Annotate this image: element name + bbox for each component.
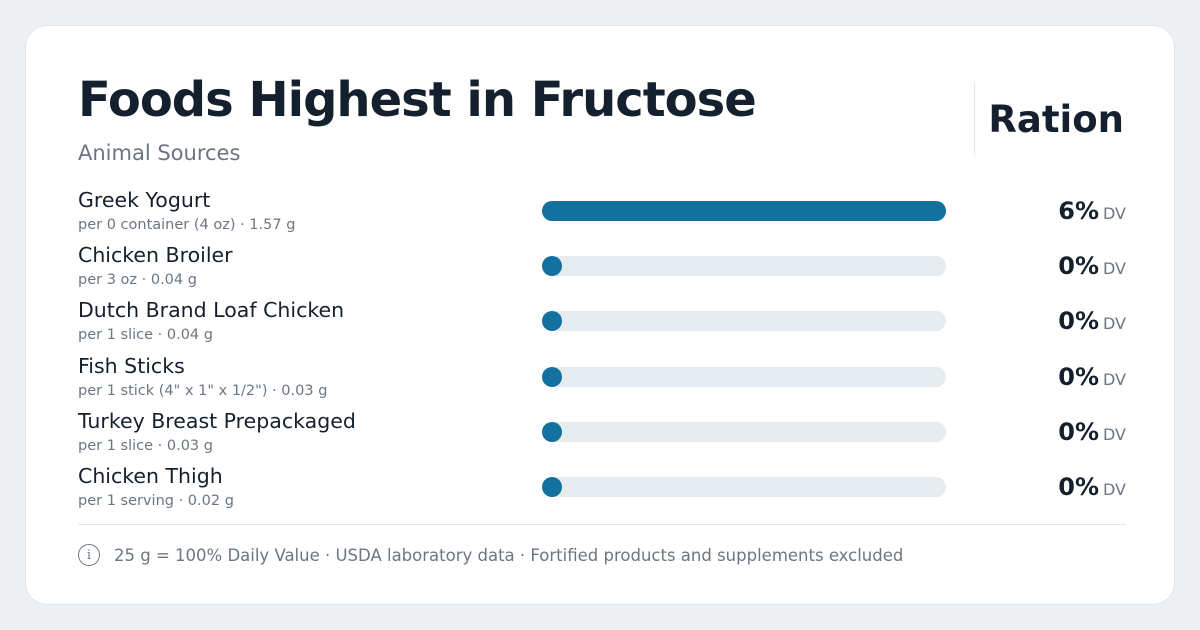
footer: i 25 g = 100% Daily Value · USDA laborat…	[78, 544, 903, 566]
bar-track	[542, 256, 946, 277]
card: Foods Highest in Fructose Animal Sources…	[25, 25, 1175, 605]
dv-unit: DV	[1103, 424, 1126, 444]
footer-divider	[78, 524, 1126, 525]
food-name: Fish Sticks	[78, 353, 185, 378]
page-title: Foods Highest in Fructose	[78, 72, 757, 128]
serving-info: per 1 slice · 0.04 g	[78, 327, 213, 344]
dv-label: 6% DV	[1058, 195, 1126, 230]
chart-row: Turkey Breast Prepackaged per 1 slice · 0…	[78, 407, 1126, 462]
dv-value: 6%	[1058, 197, 1100, 225]
dv-label: 0% DV	[1058, 250, 1126, 285]
dv-unit: DV	[1103, 314, 1126, 334]
dv-value: 0%	[1058, 417, 1100, 446]
food-name: Dutch Brand Loaf Chicken	[78, 298, 345, 323]
dv-unit: DV	[1103, 369, 1126, 389]
dv-label: 0% DV	[1058, 361, 1126, 396]
bar	[542, 201, 946, 221]
chart-row: Chicken Broiler per 3 oz · 0.04 g 0% DV	[78, 241, 1126, 296]
serving-info: per 1 slice · 0.03 g	[78, 437, 213, 454]
bar	[542, 256, 562, 277]
serving-info: per 1 serving · 0.02 g	[78, 492, 234, 509]
chart-row: Dutch Brand Loaf Chicken per 1 slice · 0.…	[78, 296, 1126, 351]
brand-logo: Ration	[988, 98, 1124, 141]
header-divider	[974, 83, 975, 155]
bar-track	[542, 201, 946, 221]
chart-row: Fish Sticks per 1 stick (4" x 1" x 1/2") …	[78, 352, 1126, 407]
food-name: Turkey Breast Prepackaged	[78, 408, 356, 433]
bar	[542, 476, 562, 497]
dv-label: 0% DV	[1058, 471, 1126, 506]
info-icon: i	[78, 544, 100, 566]
footer-note: 25 g = 100% Daily Value · USDA laborator…	[114, 545, 904, 565]
dv-unit: DV	[1103, 204, 1126, 223]
dv-value: 0%	[1058, 307, 1100, 336]
bar	[542, 366, 562, 387]
dv-value: 0%	[1058, 362, 1100, 391]
page-subtitle: Animal Sources	[78, 141, 241, 165]
dv-label: 0% DV	[1058, 305, 1126, 340]
serving-info: per 0 container (4 oz) · 1.57 g	[78, 217, 296, 233]
bar	[542, 311, 562, 332]
bar-track	[542, 421, 946, 442]
dv-unit: DV	[1103, 479, 1126, 499]
serving-info: per 3 oz · 0.04 g	[78, 272, 197, 289]
food-name: Chicken Broiler	[78, 243, 233, 268]
chart-row: Chicken Thigh per 1 serving · 0.02 g 0% DV	[78, 462, 1126, 517]
dv-label: 0% DV	[1058, 416, 1126, 451]
dv-value: 0%	[1058, 472, 1100, 501]
bar-track	[542, 366, 946, 387]
serving-info: per 1 stick (4" x 1" x 1/2") · 0.03 g	[78, 382, 328, 399]
food-name: Greek Yogurt	[78, 188, 211, 212]
chart-row: Greek Yogurt per 0 container (4 oz) · 1.5…	[78, 186, 1126, 241]
dv-value: 0%	[1058, 252, 1100, 281]
food-name: Chicken Thigh	[78, 463, 223, 488]
bar	[542, 421, 562, 442]
bar-track	[542, 476, 946, 497]
bar-track	[542, 311, 946, 332]
dv-unit: DV	[1103, 259, 1126, 279]
bar-chart: Greek Yogurt per 0 container (4 oz) · 1.5…	[78, 186, 1126, 517]
